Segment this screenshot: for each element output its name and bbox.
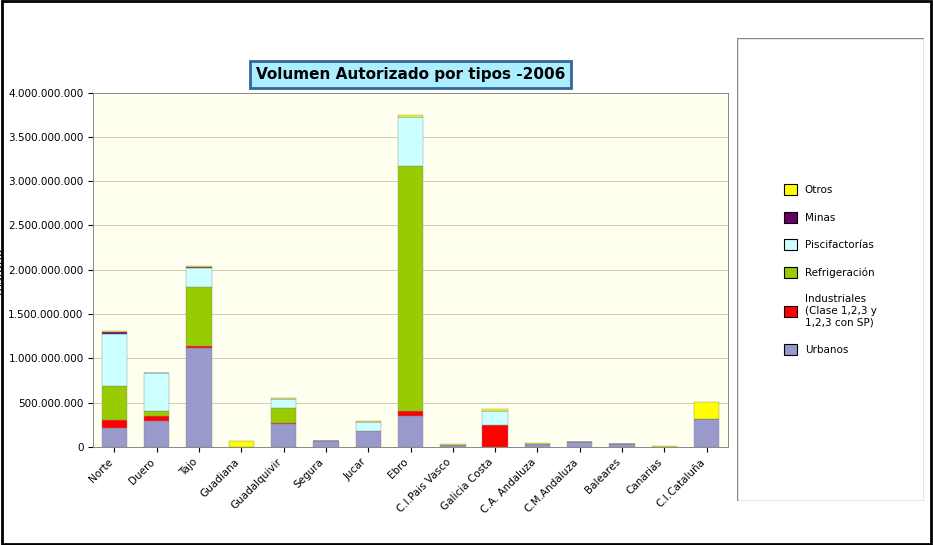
Bar xyxy=(271,408,297,423)
Bar xyxy=(397,117,424,166)
Bar xyxy=(397,411,424,416)
Bar xyxy=(102,334,127,386)
Bar xyxy=(482,425,508,447)
Bar xyxy=(694,420,719,447)
Bar xyxy=(397,115,424,117)
Title: Volumen Autorizado por tipos -2006: Volumen Autorizado por tipos -2006 xyxy=(256,66,565,82)
Bar xyxy=(567,442,592,447)
Bar xyxy=(187,267,212,268)
Y-axis label: m3/año: m3/año xyxy=(0,246,4,294)
Bar xyxy=(187,268,212,287)
Bar xyxy=(397,416,424,447)
Bar xyxy=(102,420,127,428)
Bar xyxy=(187,348,212,447)
Bar xyxy=(440,445,466,447)
Bar xyxy=(187,346,212,348)
Bar xyxy=(229,441,254,447)
Bar xyxy=(271,425,297,447)
Bar xyxy=(102,331,127,334)
Bar xyxy=(482,411,508,425)
Bar xyxy=(271,398,297,399)
Bar xyxy=(313,441,339,447)
Bar xyxy=(355,431,381,432)
Bar xyxy=(144,421,170,447)
Bar xyxy=(694,402,719,420)
Bar xyxy=(144,373,170,410)
Bar xyxy=(609,444,634,447)
Bar xyxy=(482,409,508,411)
Bar xyxy=(397,166,424,411)
Legend: Otros, Minas, Piscifactorías, Refrigeración, Industriales
(Clase 1,2,3 y
1,2,3 c: Otros, Minas, Piscifactorías, Refrigerac… xyxy=(779,179,882,360)
Bar xyxy=(187,266,212,267)
Bar xyxy=(524,444,550,447)
Bar xyxy=(144,416,170,421)
Bar xyxy=(271,423,297,425)
Bar xyxy=(187,288,212,346)
Bar xyxy=(144,410,170,416)
Bar xyxy=(102,428,127,447)
Bar xyxy=(271,399,297,408)
Bar xyxy=(102,386,127,420)
Bar xyxy=(355,432,381,447)
Bar xyxy=(355,422,381,431)
